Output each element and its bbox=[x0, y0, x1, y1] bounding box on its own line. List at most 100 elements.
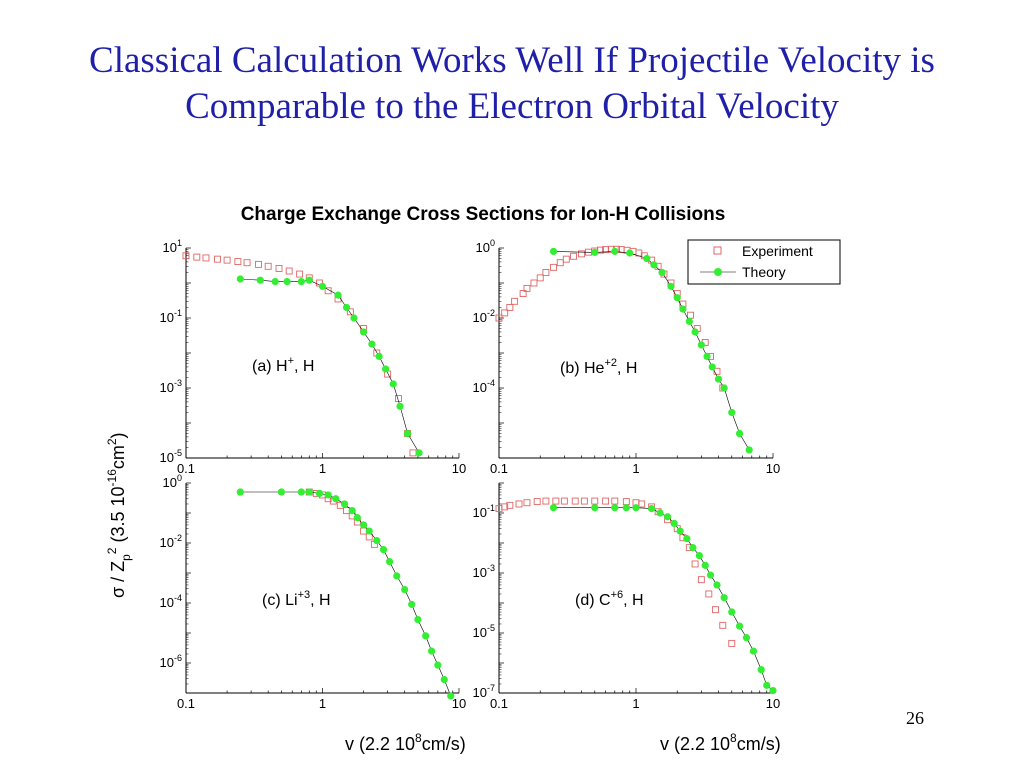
panel-b-experiment-point bbox=[556, 259, 564, 267]
x-axis-label-left-post: cm/s) bbox=[422, 734, 466, 754]
panel-d-label: (d) C+6, H bbox=[575, 589, 644, 609]
panel-b-experiment-point bbox=[501, 309, 509, 317]
panel-c-label-sup: +3 bbox=[298, 589, 311, 601]
panel-b-theory-point bbox=[591, 248, 599, 256]
panel-a-theory-point bbox=[359, 328, 368, 336]
panel-c-theory-point bbox=[428, 647, 436, 655]
panel-c-x-tick-label: 0.1 bbox=[177, 696, 195, 711]
legend-experiment-label: Experiment bbox=[742, 243, 813, 259]
panel-d-theory-point bbox=[622, 504, 630, 512]
panel-b-experiment-point bbox=[542, 269, 550, 276]
panel-c-theory-point bbox=[353, 514, 361, 522]
y-axis-label-sub-p: p bbox=[119, 554, 133, 561]
panel-c-theory-point bbox=[385, 557, 394, 566]
panel-c-theory-point bbox=[447, 692, 455, 700]
panel-d-experiment-point bbox=[602, 497, 610, 505]
panel-c-y-tick-label: 10-2 bbox=[160, 533, 182, 550]
panel-b-theory-point bbox=[703, 352, 711, 360]
panel-d-theory-point bbox=[757, 666, 765, 674]
panel-d-experiment-point bbox=[697, 576, 705, 584]
panel-b-theory-point bbox=[650, 261, 658, 269]
panel-d-experiment-point bbox=[622, 498, 630, 506]
panel-d-experiment-point bbox=[523, 499, 531, 507]
panel-d-label-post: , H bbox=[623, 592, 643, 609]
legend-theory-label: Theory bbox=[742, 264, 786, 280]
panel-a-experiment-point bbox=[275, 265, 283, 272]
panel-b-label: (b) He+2, H bbox=[560, 357, 637, 377]
panel-a-theory-point bbox=[297, 277, 305, 286]
y-axis-label: σ / Zp2 (3.5 10-16cm2) bbox=[105, 432, 133, 598]
y-axis-label-paren: (3.5 10 bbox=[108, 486, 128, 547]
panel-a-theory-point bbox=[271, 277, 279, 286]
panel-a-label-post: , H bbox=[294, 358, 314, 375]
panel-d-theory-point bbox=[549, 504, 558, 512]
panel-d-y-tick-label: 10-7 bbox=[473, 683, 495, 700]
panel-a-theory-point bbox=[342, 303, 351, 312]
panel-c-theory-point bbox=[379, 546, 388, 554]
panel-a-theory-point bbox=[396, 402, 404, 410]
y-axis-label-exp16: -16 bbox=[105, 469, 119, 487]
panel-c-theory-point bbox=[434, 661, 442, 669]
panel-d-theory-point bbox=[763, 681, 771, 689]
panel-b: 0.1 1 10 100 10-2 10-4 bbox=[473, 238, 781, 476]
panel-d-experiment-point bbox=[571, 497, 579, 505]
panel-b-y-tick-label: 100 bbox=[476, 238, 495, 255]
panel-d-theory-point bbox=[689, 544, 697, 552]
panel-a-experiment-point bbox=[223, 256, 231, 264]
panel-b-theory-point bbox=[549, 247, 558, 255]
panel-a-experiment-point bbox=[324, 287, 332, 295]
panel-d-experiment-point bbox=[501, 503, 509, 511]
panel-d-experiment-point bbox=[580, 497, 588, 505]
panel-c-x-tick-label: 1 bbox=[319, 696, 326, 711]
panel-d-theory-point bbox=[656, 509, 664, 517]
panel-a-theory-point bbox=[334, 291, 342, 299]
panel-d-theory-point bbox=[728, 608, 736, 616]
panel-d-experiment-point bbox=[611, 497, 619, 505]
panel-c-theory-point bbox=[365, 527, 373, 535]
panel-a-experiment-point bbox=[214, 255, 221, 263]
panel-c-theory-point bbox=[236, 488, 244, 496]
panel-b-experiment-point bbox=[562, 255, 570, 263]
panel-b-experiment-point bbox=[519, 290, 527, 297]
panel-a-experiment-point bbox=[285, 267, 293, 275]
panel-d-experiment-point bbox=[711, 606, 719, 614]
panel-a-theory-point bbox=[318, 282, 327, 290]
x-axis-label-left-exp: 8 bbox=[415, 731, 422, 745]
panel-c-theory-point bbox=[414, 615, 422, 624]
panel-b-experiment-point bbox=[550, 263, 557, 271]
panel-d-experiment-point bbox=[728, 639, 736, 647]
panel-a-experiment-point bbox=[346, 308, 354, 316]
panel-b-experiment-point bbox=[687, 311, 694, 319]
panel-a-experiment-point bbox=[409, 449, 417, 457]
panel-a-experiment-point bbox=[202, 254, 210, 262]
slide-title: Classical Calculation Works Well If Proj… bbox=[0, 38, 1024, 130]
panel-d-theory-point bbox=[670, 519, 678, 528]
panel-d-experiment-point bbox=[542, 497, 550, 505]
panel-d-label-pre: (d) C bbox=[575, 592, 611, 609]
x-axis-label-left-pre: v (2.2 10 bbox=[345, 734, 415, 754]
panel-a-label-sup: + bbox=[288, 355, 294, 367]
panel-a-x-tick-label: 10 bbox=[452, 461, 466, 476]
panel-b-label-post: , H bbox=[617, 360, 637, 377]
panel-a-theory-point bbox=[350, 314, 358, 322]
panel-a-experiment-point bbox=[264, 262, 272, 270]
panel-c-theory-point bbox=[332, 495, 340, 503]
panel-c-theory-point bbox=[297, 488, 305, 496]
panel-a-experiment-point bbox=[243, 259, 251, 267]
y-axis-label-exp2: 2 bbox=[105, 438, 119, 445]
panel-d-theory-point bbox=[769, 687, 777, 695]
panel-a-label: (a) H+, H bbox=[252, 355, 314, 375]
panel-d-y-tick-label: 10-3 bbox=[473, 563, 495, 580]
panel-b-theory-point bbox=[735, 429, 744, 438]
slide-title-line-1: Classical Calculation Works Well If Proj… bbox=[89, 40, 935, 81]
panel-b-experiment-point bbox=[511, 297, 519, 305]
panel-c-label-post: , H bbox=[310, 592, 330, 609]
panel-a-theory-point bbox=[389, 380, 397, 388]
panel-b-x-tick-label: 0.1 bbox=[490, 461, 508, 476]
panel-a-y-tick-label: 10-3 bbox=[160, 378, 182, 395]
panel-d-theory-point bbox=[611, 504, 619, 512]
panel-d-theory-point bbox=[713, 581, 721, 589]
panel-b-theory-point bbox=[720, 384, 728, 392]
y-axis-label-close: ) bbox=[108, 432, 128, 438]
